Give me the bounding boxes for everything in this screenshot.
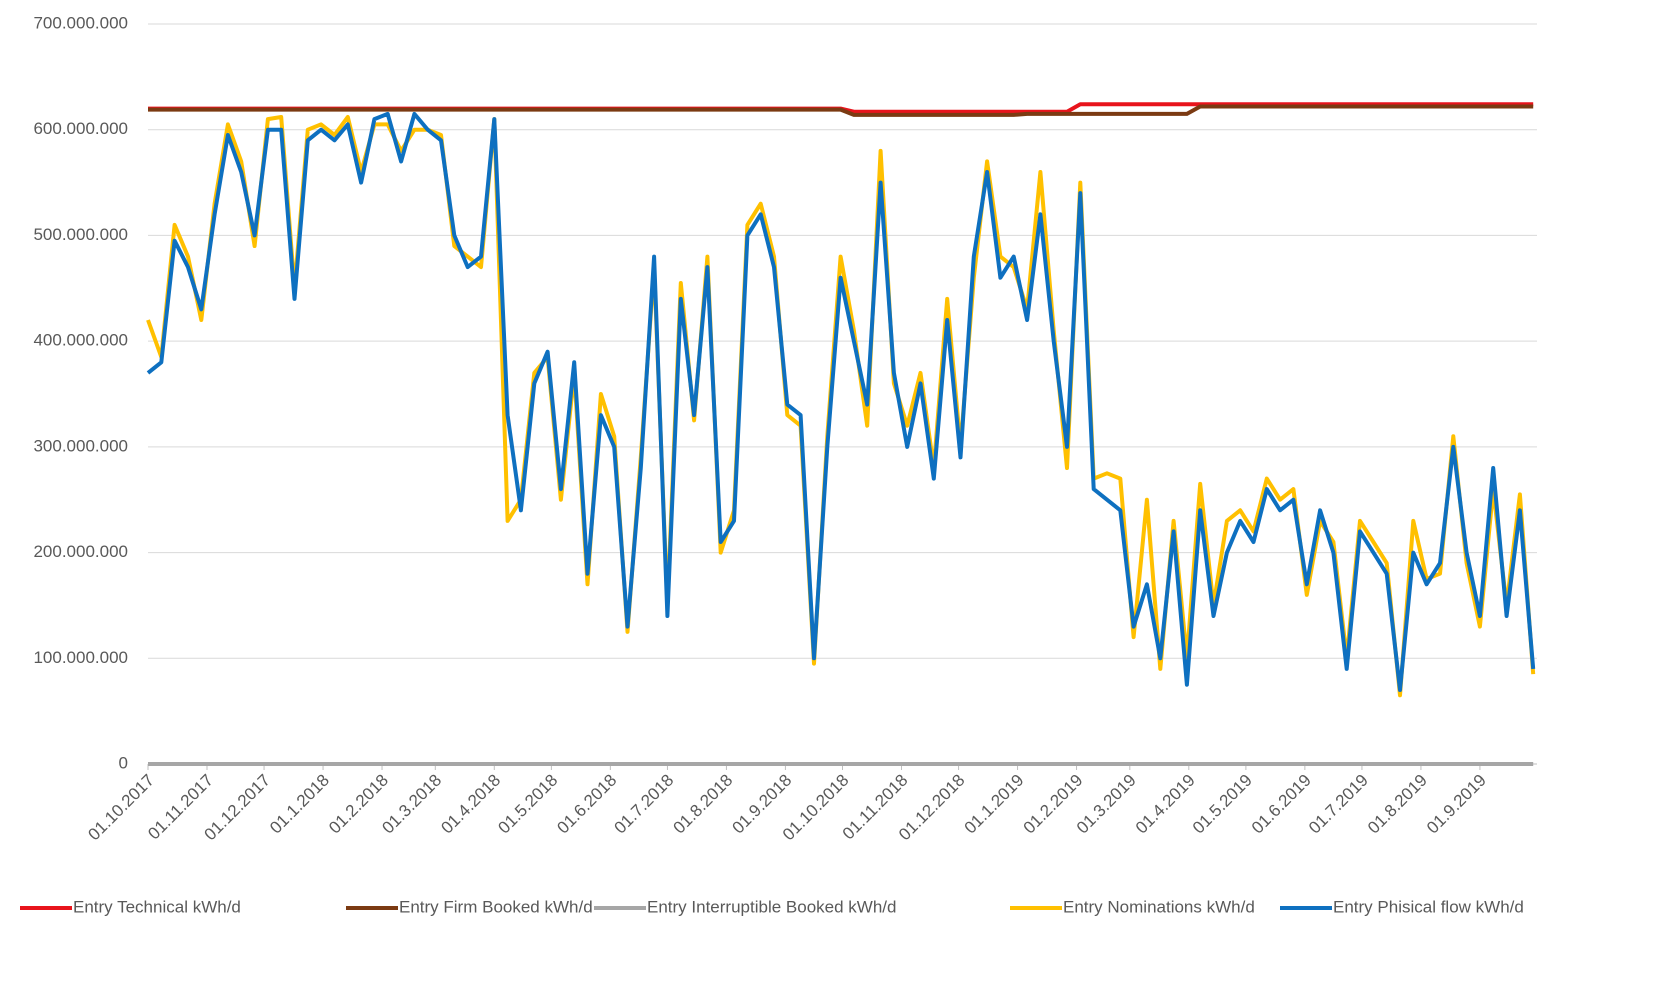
y-tick-label: 300.000.000: [33, 436, 128, 455]
y-tick-label: 400.000.000: [33, 331, 128, 350]
legend-label: Entry Firm Booked kWh/d: [399, 897, 593, 916]
legend-label: Entry Nominations kWh/d: [1063, 897, 1255, 916]
y-tick-label: 100.000.000: [33, 648, 128, 667]
legend-label: Entry Phisical flow kWh/d: [1333, 897, 1524, 916]
y-tick-label: 700.000.000: [33, 13, 128, 32]
series-line: [146, 111, 1536, 692]
legend-label: Entry Interruptible Booked kWh/d: [647, 897, 896, 916]
legend-label: Entry Technical kWh/d: [73, 897, 241, 916]
y-tick-label: 500.000.000: [33, 225, 128, 244]
series-line: [148, 104, 1534, 117]
y-tick-label: 200.000.000: [33, 542, 128, 561]
y-tick-label: 0: [119, 753, 128, 772]
y-tick-label: 600.000.000: [33, 119, 128, 138]
